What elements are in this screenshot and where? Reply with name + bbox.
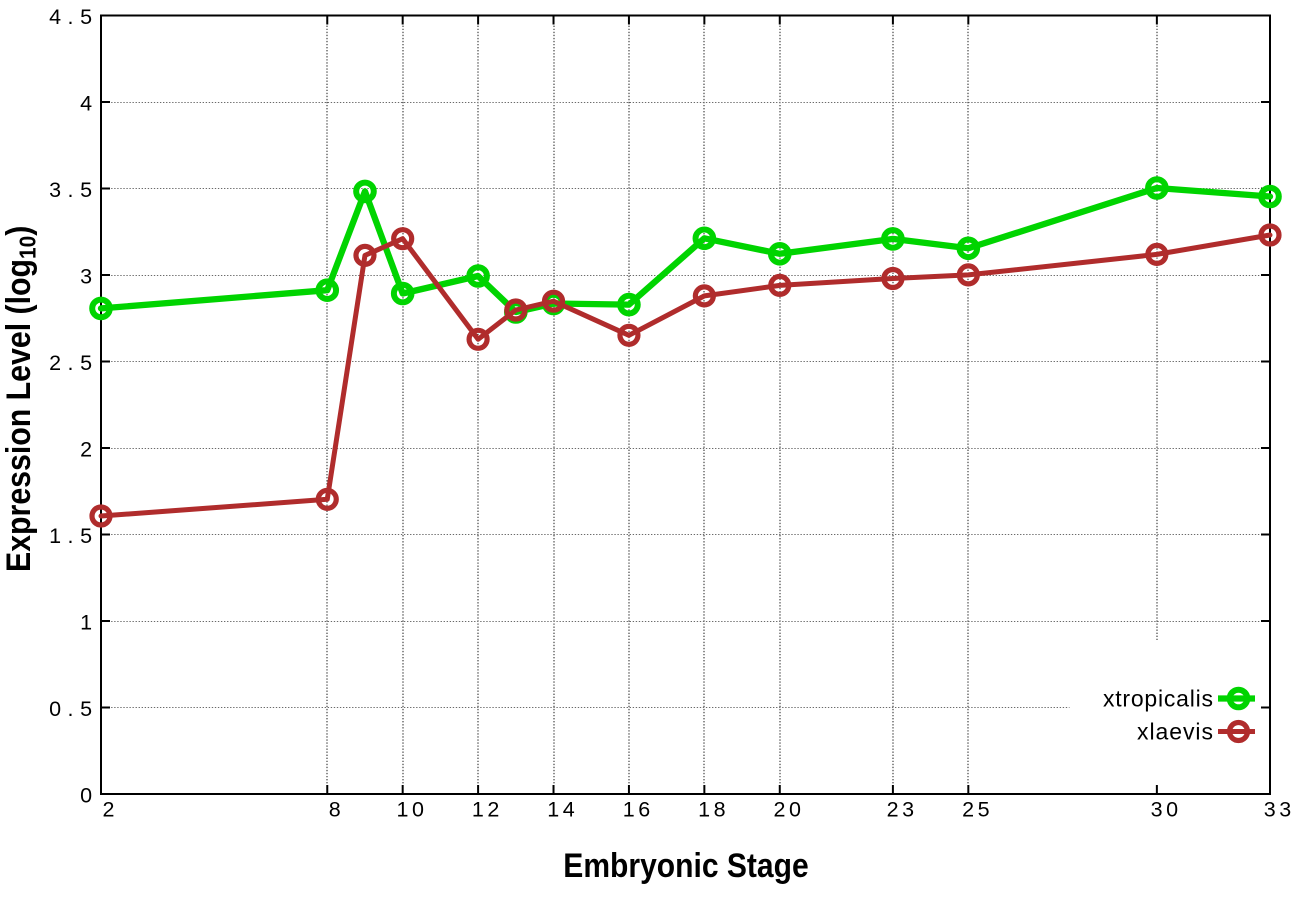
svg-text:xtropicalis: xtropicalis — [1103, 686, 1213, 712]
svg-text:0.5: 0.5 — [49, 697, 92, 721]
svg-text:4: 4 — [80, 92, 92, 116]
svg-text:1.5: 1.5 — [49, 524, 92, 548]
svg-text:0: 0 — [80, 784, 92, 808]
svg-text:2: 2 — [80, 438, 92, 462]
svg-text:xlaevis: xlaevis — [1137, 719, 1213, 745]
svg-text:Expression Level (log10): Expression Level (log10) — [0, 226, 41, 572]
svg-text:2.5: 2.5 — [49, 351, 92, 375]
svg-text:1: 1 — [80, 611, 92, 635]
svg-text:Embryonic Stage: Embryonic Stage — [563, 847, 808, 885]
svg-text:4.5: 4.5 — [49, 5, 92, 29]
svg-text:8: 8 — [329, 798, 341, 822]
svg-text:3.5: 3.5 — [49, 178, 92, 202]
svg-text:2: 2 — [103, 798, 115, 822]
svg-text:3: 3 — [80, 265, 92, 289]
